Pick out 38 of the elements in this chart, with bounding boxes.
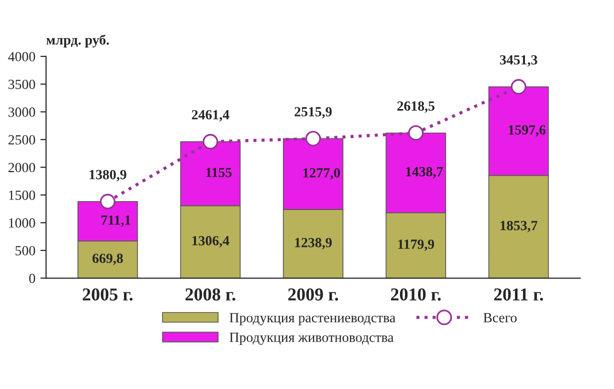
y-tick-label: 3500	[8, 80, 36, 90]
point	[510, 79, 526, 95]
y-tick-label: 0	[29, 274, 36, 284]
y-tick-label: 1000	[9, 218, 36, 228]
legend-label: Продукция растениеводства	[230, 313, 396, 326]
data-label: 1380,9	[90, 170, 126, 182]
data-label: 2461,4	[192, 110, 230, 122]
data-label: 2618,5	[397, 101, 434, 113]
y-tick-label: 500	[16, 246, 36, 256]
data-label: 1238,9	[295, 238, 332, 250]
data-label: 1277,0	[303, 168, 340, 180]
legend-label: Продукция животноводства	[230, 332, 394, 345]
x-tick-label: 2008 г.	[186, 288, 236, 301]
point	[305, 130, 321, 146]
y-tick-label: 1500	[9, 190, 36, 200]
legend-label: Всего	[484, 313, 517, 322]
data-label: 1179,9	[398, 240, 434, 251]
y-tick-label: 2500	[8, 135, 36, 145]
data-label: 711,1	[101, 215, 130, 227]
y-axis-title: млрд. руб.	[46, 34, 109, 48]
data-label: 2515,9	[294, 107, 332, 118]
x-tick-label: 2010 г.	[390, 288, 441, 301]
data-label: 3451,3	[500, 55, 538, 67]
data-label: 1597,6	[508, 125, 546, 137]
point	[408, 125, 424, 141]
x-tick-label: 2005 г.	[82, 288, 133, 301]
y-tick-label: 3000	[8, 107, 36, 117]
data-label: 1155	[206, 168, 232, 178]
data-label: 1306,4	[192, 236, 230, 248]
x-tick-label: 2011 г.	[494, 288, 543, 301]
x-tick-label: 2009 г.	[288, 288, 338, 301]
y-tick-label: 2000	[8, 162, 36, 172]
data-label: 1853,7	[500, 220, 538, 232]
point	[100, 194, 116, 210]
data-label: 669,8	[92, 254, 123, 266]
data-label: 1438,7	[406, 166, 443, 178]
y-tick-label: 4000	[8, 52, 36, 62]
point	[202, 134, 218, 150]
